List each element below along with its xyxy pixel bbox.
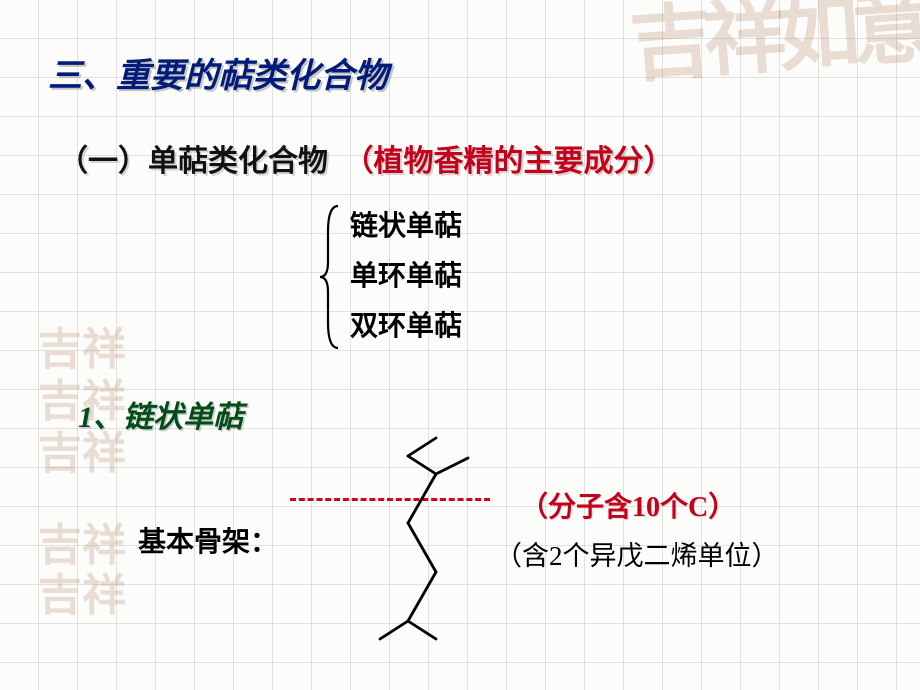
main-title: 三、重要的萜类化合物 (48, 48, 388, 97)
slide-content: 三、重要的萜类化合物 （一）单萜类化合物 （植物香精的主要成分） 链状单萜 单环… (0, 0, 920, 690)
subtitle-line: （一）单萜类化合物 （植物香精的主要成分） (58, 136, 674, 180)
subtitle-black: （一）单萜类化合物 (58, 145, 328, 178)
backbone-label: 基本骨架： (138, 520, 278, 560)
brace-items: 链状单萜 单环单萜 双环单萜 (350, 202, 462, 351)
note-molecule-carbon: （分子含10个C） (520, 485, 736, 525)
chemical-structure (338, 418, 498, 668)
note-isoprene-units: （含2个异戊二烯单位） (495, 534, 779, 573)
brace-item: 链状单萜 (350, 202, 462, 252)
section-1-heading: 1、链状单萜 (78, 392, 243, 436)
brace-item: 双环单萜 (350, 302, 462, 352)
left-brace-icon (318, 202, 344, 352)
brace-item: 单环单萜 (350, 252, 462, 302)
brace-list: 链状单萜 单环单萜 双环单萜 (318, 202, 462, 352)
subtitle-red: （植物香精的主要成分） (344, 145, 674, 178)
